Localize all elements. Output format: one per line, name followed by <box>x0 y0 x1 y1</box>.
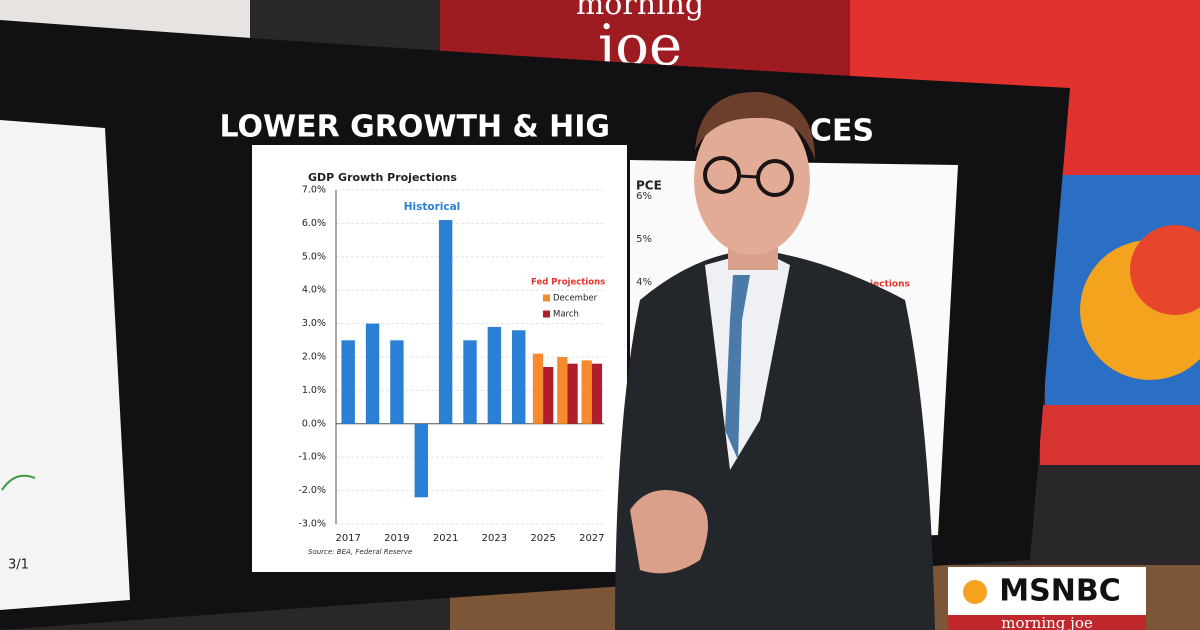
bar <box>581 360 592 424</box>
y-tick-label: 3.0% <box>302 318 326 329</box>
bar <box>543 367 554 424</box>
left-panel <box>0 120 130 610</box>
legend-label: December <box>553 294 598 304</box>
top-logo: morning <box>576 0 704 22</box>
y-tick-label: 0.0% <box>302 418 326 429</box>
bar <box>365 323 380 424</box>
bar <box>341 340 355 424</box>
y-tick-label: -3.0% <box>298 519 326 530</box>
bar <box>532 353 544 424</box>
y-tick-label: -1.0% <box>298 452 326 463</box>
bar <box>557 357 568 424</box>
bar <box>390 340 404 424</box>
y-tick-label: 2.0% <box>302 352 326 363</box>
show-logo-bg <box>948 615 1146 630</box>
legend-swatch <box>543 294 550 302</box>
presenter <box>615 91 935 630</box>
side-note: jections <box>869 280 910 290</box>
y-tick-label: 4.0% <box>302 285 326 296</box>
show-logo: morning joe <box>1001 614 1093 630</box>
bar <box>487 326 502 424</box>
x-tick-label: 2025 <box>530 533 555 544</box>
side-tick: 6% <box>636 191 652 202</box>
x-tick-label: 2019 <box>384 533 409 544</box>
bar <box>414 423 428 498</box>
bar <box>567 363 578 424</box>
side-tick: 5% <box>636 234 652 245</box>
legend-title: Fed Projections <box>531 278 605 288</box>
side-title: PCE <box>636 179 662 193</box>
legend-label: Historical <box>404 201 461 213</box>
peacock-icon <box>963 580 987 604</box>
headline: LOWER GROWTH & HIG <box>219 110 610 145</box>
bar <box>438 220 453 424</box>
x-tick-label: 2017 <box>335 533 360 544</box>
headline: CES <box>810 114 874 149</box>
network-logo: MSNBC <box>999 574 1120 609</box>
red-wall <box>1040 405 1200 465</box>
x-tick-label: 2023 <box>482 533 507 544</box>
y-tick-label: -2.0% <box>298 485 326 496</box>
x-tick-label: 2027 <box>579 533 604 544</box>
x-tick-label: 2021 <box>433 533 458 544</box>
peacock <box>1130 225 1200 315</box>
bar <box>591 363 603 424</box>
left-label: 3/1 <box>8 558 29 573</box>
chart-title: GDP Growth Projections <box>308 171 457 184</box>
side-tick: 4% <box>636 277 652 288</box>
source: Source: BEA, Federal Reserve <box>308 548 412 556</box>
bar <box>512 330 526 424</box>
chart: GDP Growth Projections Source: BEA, Fede… <box>298 171 605 556</box>
legend-swatch <box>543 310 550 318</box>
y-tick-label: 1.0% <box>302 385 326 396</box>
legend-label: March <box>553 310 579 320</box>
y-tick-label: 7.0% <box>302 185 326 196</box>
bar <box>463 340 477 424</box>
y-tick-label: 5.0% <box>302 251 326 262</box>
y-tick-label: 6.0% <box>302 218 326 229</box>
left-line <box>1 474 36 491</box>
